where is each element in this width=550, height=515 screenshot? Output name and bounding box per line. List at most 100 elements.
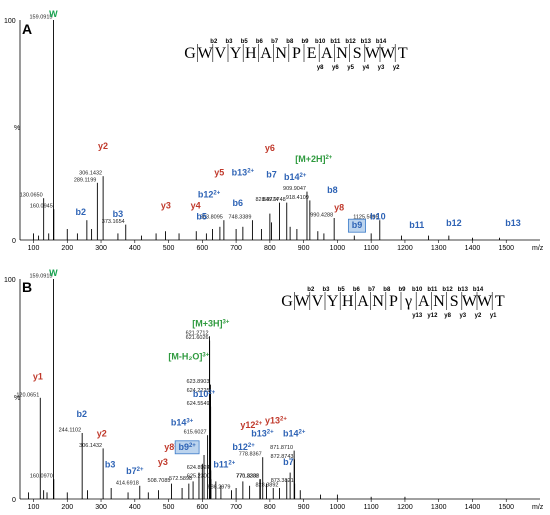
b-fragment-label: b10 [412,287,423,293]
residue: A [321,45,333,62]
peak-mz-label: 130.0650 [20,193,43,199]
residue: P [389,293,398,310]
x-tick-label: 1400 [465,504,481,511]
x-tick-label: 200 [61,245,73,252]
peak-mz-label: 306.1432 [79,171,102,177]
x-tick-label: 300 [95,245,107,252]
peak-mz-label: 748.3389 [228,215,251,221]
peak-mz-label: 909.9047 [283,186,306,192]
ion-label: b132+ [232,167,255,177]
ion-label: b122+ [198,189,221,199]
x-tick-label: 700 [230,504,242,511]
x-tick-label: 900 [298,504,310,511]
ion-label: y1 [33,371,43,381]
ion-label: y6 [265,143,275,153]
ion-label: y5 [214,167,224,177]
residue: H [342,293,354,310]
peak-mz-label: 871.8710 [270,445,293,451]
x-tick-label: 1400 [465,245,481,252]
ion-label: b12 [446,218,462,228]
residue: A [260,45,272,62]
residue: H [245,45,257,62]
peak-mz-label: 572.5898 [169,476,192,482]
b-fragment-label: b3 [225,39,233,45]
b9-highlight-box [174,440,200,455]
ion-label: b142+ [284,172,307,182]
residue: T [495,293,505,310]
x-tick-label: 1500 [498,245,514,252]
ion-label: b11 [409,220,424,230]
peak-mz-label: 1125.5095 [353,215,379,221]
ion-label: y122+ [240,420,262,430]
b-fragment-label: b3 [322,287,330,293]
ion-label: b9 [352,220,363,230]
x-tick-label: 1300 [431,504,447,511]
residue: W [295,293,311,310]
ion-label: b8 [327,185,338,195]
b-fragment-label: b6 [353,287,361,293]
annotations-b: Wy1b2y2b3b72+y3y82+b92+b143+b102+[M-H₂O]… [33,268,306,476]
y-tick-zero-a: 0 [12,238,16,245]
peak-mz-label: 159.0915 [30,274,53,280]
y-fragment-label: y2 [475,313,482,319]
residue: γ [404,293,412,310]
sequence-map-a: G W V Y H A N P E A N S W W Tb2 b3 b5 b6 b7 b8 b9 b10 b11 b12 b1… [184,39,408,71]
residue: W [477,293,493,310]
y-tick-top-b: 100 [4,277,16,284]
x-tick-label: 600 [196,245,208,252]
ion-label: b112+ [213,459,235,469]
b-fragment-label: b14 [376,39,387,45]
peak-mz-label: 873.3821 [271,478,294,484]
residue: W [198,45,214,62]
b-fragment-label: b6 [256,39,264,45]
peak-mz-label: 770.3232 [236,474,259,480]
ion-label: [M+3H]3+ [192,319,230,329]
panel-a: A 100 % 0 100 200 300 400 500 600 700 800 900 100… [4,9,544,252]
ion-label: b2 [77,409,88,419]
x-tick-label: 1100 [364,245,379,252]
peaks-b: 120.0651 159.0915 160.0970 244.1102 306.1432… [16,274,406,499]
residue: G [184,45,196,62]
y-fragment-label: y1 [490,313,497,319]
residue: N [275,45,287,62]
x-tick-label: 1500 [498,504,514,511]
x-tick-label: 100 [28,245,40,252]
x-tick-label: 1300 [431,245,447,252]
x-tick-label: 1000 [330,504,346,511]
residue: W [380,45,396,62]
ion-label: b2 [76,207,87,217]
y-fragment-label: y8 [444,313,451,319]
y-mid-label-b: % [14,395,20,402]
peak-mz-label: 621.2712 [186,331,209,337]
peak-mz-label: 615.6027 [184,430,207,436]
y-fragment-label: y3 [378,65,385,71]
y-tick-zero-b: 0 [12,497,16,504]
b9-highlight-box [347,218,366,233]
x-tick-label: 400 [129,504,141,511]
residue: W [365,45,381,62]
ion-label: b132+ [251,429,274,439]
b-fragment-label: b12 [442,287,453,293]
peak-mz-label: 624.5549 [187,401,210,407]
b-fragment-label: b11 [427,287,438,293]
peak-mz-label: 160.0970 [30,474,53,480]
ion-label: b10 [370,211,386,221]
peak-mz-label: 778.8367 [239,452,262,458]
peak-mz-label: 663.8095 [200,215,223,221]
peak-mz-label: 624.2225 [187,388,210,394]
y-fragment-label: y6 [332,65,339,71]
peak-mz-label: 306.1432 [79,443,102,449]
y-fragment-label: y3 [459,313,466,319]
ion-label: b122+ [232,442,255,452]
y-fragment-label: y2 [393,65,400,71]
ion-label: y8 [334,203,344,213]
residue: G [281,293,293,310]
ion-label: y3 [161,200,171,210]
ion-label: y4 [191,200,201,210]
ion-label: b72+ [126,466,144,476]
b-fragment-label: b9 [398,287,406,293]
x-tick-label: 900 [298,245,310,252]
